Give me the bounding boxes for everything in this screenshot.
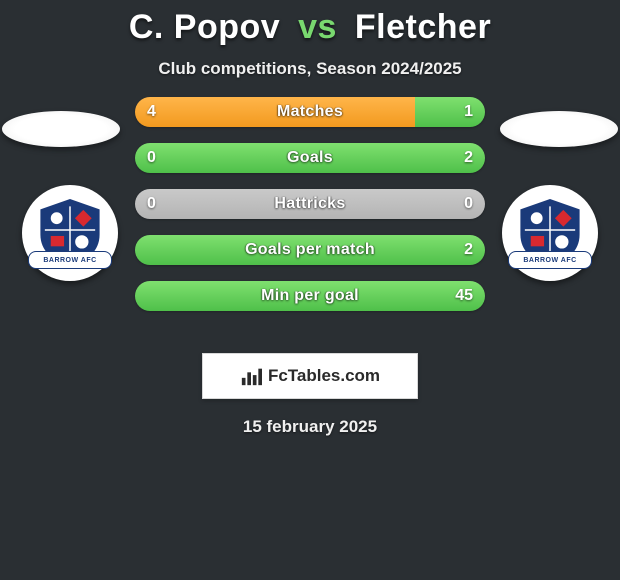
stat-bar-right	[135, 143, 485, 173]
stat-row: Goals02	[135, 143, 485, 173]
player1-photo-placeholder	[2, 111, 120, 147]
stat-bars: Matches41 Goals02 Hattricks00 Goals per mat…	[135, 97, 485, 327]
stat-bar-right	[135, 235, 485, 265]
subtitle: Club competitions, Season 2024/2025	[0, 59, 620, 79]
stat-row: Min per goal45	[135, 281, 485, 311]
stat-bar-right	[135, 281, 485, 311]
player2-photo-placeholder	[500, 111, 618, 147]
comparison-arena: BARROW AFC BARROW AFC Matches41 Goals02 Ha…	[0, 97, 620, 347]
stat-row: Goals per match2	[135, 235, 485, 265]
snapshot-date: 15 february 2025	[0, 417, 620, 437]
club-name-ribbon: BARROW AFC	[28, 251, 112, 269]
stat-row: Matches41	[135, 97, 485, 127]
player2-club-badge: BARROW AFC	[502, 185, 598, 281]
player1-name: C. Popov	[129, 8, 280, 46]
stat-bar-neutral	[135, 189, 485, 219]
stat-bar-right	[415, 97, 485, 127]
page-title: C. Popov vs Fletcher	[0, 0, 620, 47]
vs-label: vs	[298, 8, 337, 46]
brand-box[interactable]: FcTables.com	[202, 353, 418, 399]
bar-chart-icon	[240, 365, 262, 387]
stat-bar-left	[135, 97, 415, 127]
club-name-ribbon: BARROW AFC	[508, 251, 592, 269]
player2-name: Fletcher	[355, 8, 491, 46]
brand-text: FcTables.com	[268, 366, 380, 386]
comparison-card: C. Popov vs Fletcher Club competitions, …	[0, 0, 620, 580]
player1-club-badge: BARROW AFC	[22, 185, 118, 281]
stat-row: Hattricks00	[135, 189, 485, 219]
